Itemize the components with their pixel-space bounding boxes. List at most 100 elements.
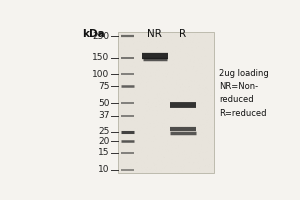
Point	[151, 125, 156, 128]
Point	[210, 147, 215, 150]
Point	[132, 61, 136, 64]
Point	[127, 74, 132, 77]
Point	[173, 169, 178, 173]
Point	[146, 98, 151, 101]
Point	[160, 60, 164, 63]
Point	[138, 64, 142, 67]
Point	[180, 35, 184, 38]
Point	[143, 94, 148, 97]
Point	[136, 138, 140, 141]
Point	[164, 56, 169, 59]
Point	[135, 112, 140, 115]
Point	[149, 86, 154, 90]
Point	[187, 104, 191, 107]
Point	[170, 61, 175, 64]
Point	[121, 169, 126, 172]
Point	[203, 113, 208, 116]
Point	[156, 75, 161, 78]
Point	[156, 133, 161, 136]
Point	[179, 126, 184, 129]
Point	[174, 107, 179, 110]
Point	[161, 41, 166, 44]
Point	[170, 76, 175, 80]
Point	[141, 64, 146, 68]
Point	[172, 65, 177, 69]
Point	[209, 160, 214, 164]
Point	[169, 52, 173, 55]
Point	[180, 153, 185, 156]
Point	[190, 89, 195, 92]
Point	[177, 138, 182, 141]
Point	[126, 72, 130, 75]
Text: 250: 250	[92, 32, 110, 41]
Point	[128, 123, 133, 127]
Point	[124, 157, 129, 160]
Point	[140, 46, 144, 50]
Point	[128, 162, 132, 165]
Point	[202, 157, 206, 161]
Point	[154, 69, 158, 72]
Point	[136, 33, 141, 36]
Point	[206, 89, 211, 92]
Point	[120, 40, 125, 44]
Point	[141, 34, 146, 38]
Point	[147, 137, 152, 140]
Point	[178, 48, 183, 51]
Point	[144, 99, 149, 102]
Point	[127, 68, 132, 71]
Point	[118, 71, 122, 74]
Point	[121, 104, 125, 107]
Point	[151, 72, 156, 75]
Point	[211, 88, 215, 91]
Point	[152, 156, 157, 159]
Point	[195, 120, 200, 124]
Point	[137, 60, 142, 64]
Point	[189, 65, 194, 68]
Point	[203, 164, 208, 168]
Point	[165, 35, 170, 38]
Point	[176, 156, 180, 160]
Point	[145, 157, 149, 160]
Point	[206, 113, 211, 116]
Point	[160, 140, 164, 143]
Point	[163, 113, 168, 116]
Point	[144, 92, 148, 95]
Point	[154, 105, 158, 108]
Point	[154, 138, 158, 141]
Point	[129, 100, 134, 104]
Point	[208, 123, 212, 126]
Point	[120, 108, 125, 111]
Point	[135, 120, 140, 123]
Point	[140, 118, 145, 121]
Point	[174, 147, 178, 150]
Point	[159, 60, 164, 63]
Point	[118, 156, 123, 159]
Point	[169, 88, 173, 92]
Point	[178, 56, 183, 59]
Point	[193, 154, 198, 157]
Point	[169, 82, 174, 86]
Point	[120, 150, 125, 153]
Point	[180, 112, 185, 115]
Point	[154, 47, 159, 50]
Point	[175, 93, 180, 96]
Point	[200, 139, 205, 142]
Point	[131, 114, 136, 118]
Point	[209, 83, 214, 86]
Point	[137, 58, 142, 61]
Point	[170, 137, 175, 140]
Point	[140, 146, 145, 149]
Point	[184, 68, 189, 71]
Point	[185, 63, 190, 66]
Point	[185, 116, 190, 119]
Point	[120, 119, 125, 123]
Point	[165, 69, 170, 72]
Point	[129, 153, 134, 156]
Point	[156, 170, 161, 174]
Point	[189, 80, 194, 83]
Point	[117, 117, 122, 120]
Point	[174, 143, 178, 146]
Point	[172, 37, 177, 40]
Point	[117, 125, 122, 128]
Point	[194, 162, 199, 165]
